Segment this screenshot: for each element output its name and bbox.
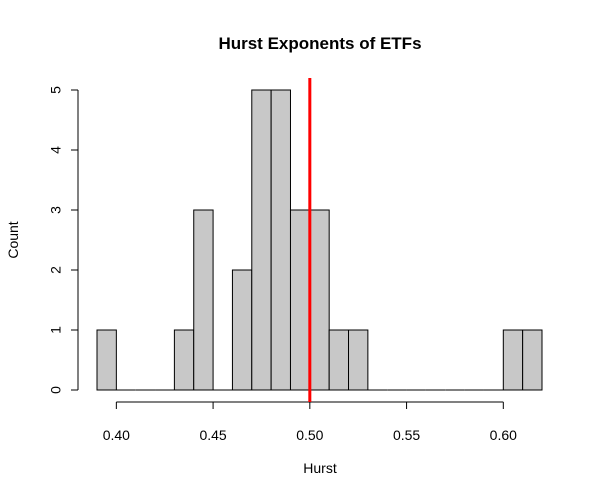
histogram-bar <box>328 329 350 391</box>
y-tick-label: 2 <box>48 266 64 274</box>
x-tick-label: 0.55 <box>393 427 420 443</box>
histogram-bar <box>522 329 543 391</box>
histogram-bar <box>348 329 369 391</box>
histogram-bar <box>289 209 311 391</box>
x-axis: 0.40 0.45 0.50 0.55 0.60 <box>103 401 517 443</box>
histogram-bar <box>502 329 524 391</box>
x-tick-label: 0.60 <box>490 427 517 443</box>
bars-group <box>96 89 543 391</box>
chart-title: Hurst Exponents of ETFs <box>218 34 421 53</box>
y-axis-label: Count <box>5 221 21 258</box>
y-tick-label: 0 <box>48 386 64 394</box>
y-tick-label: 1 <box>48 326 64 334</box>
histogram-bar <box>309 209 330 391</box>
x-tick-label: 0.50 <box>296 427 323 443</box>
x-tick-label: 0.40 <box>103 427 130 443</box>
histogram-bar <box>96 329 117 391</box>
histogram-bar <box>231 269 253 391</box>
x-tick-label: 0.45 <box>199 427 226 443</box>
y-tick-label: 4 <box>48 146 64 154</box>
histogram-bar <box>270 89 291 391</box>
x-axis-label: Hurst <box>303 460 337 476</box>
histogram-bar <box>251 89 272 391</box>
y-tick-label: 5 <box>48 86 64 94</box>
y-axis: 0 1 2 3 4 5 <box>48 86 79 394</box>
histogram-bar <box>193 209 214 391</box>
histogram-bar <box>173 329 195 391</box>
y-tick-label: 3 <box>48 206 64 214</box>
